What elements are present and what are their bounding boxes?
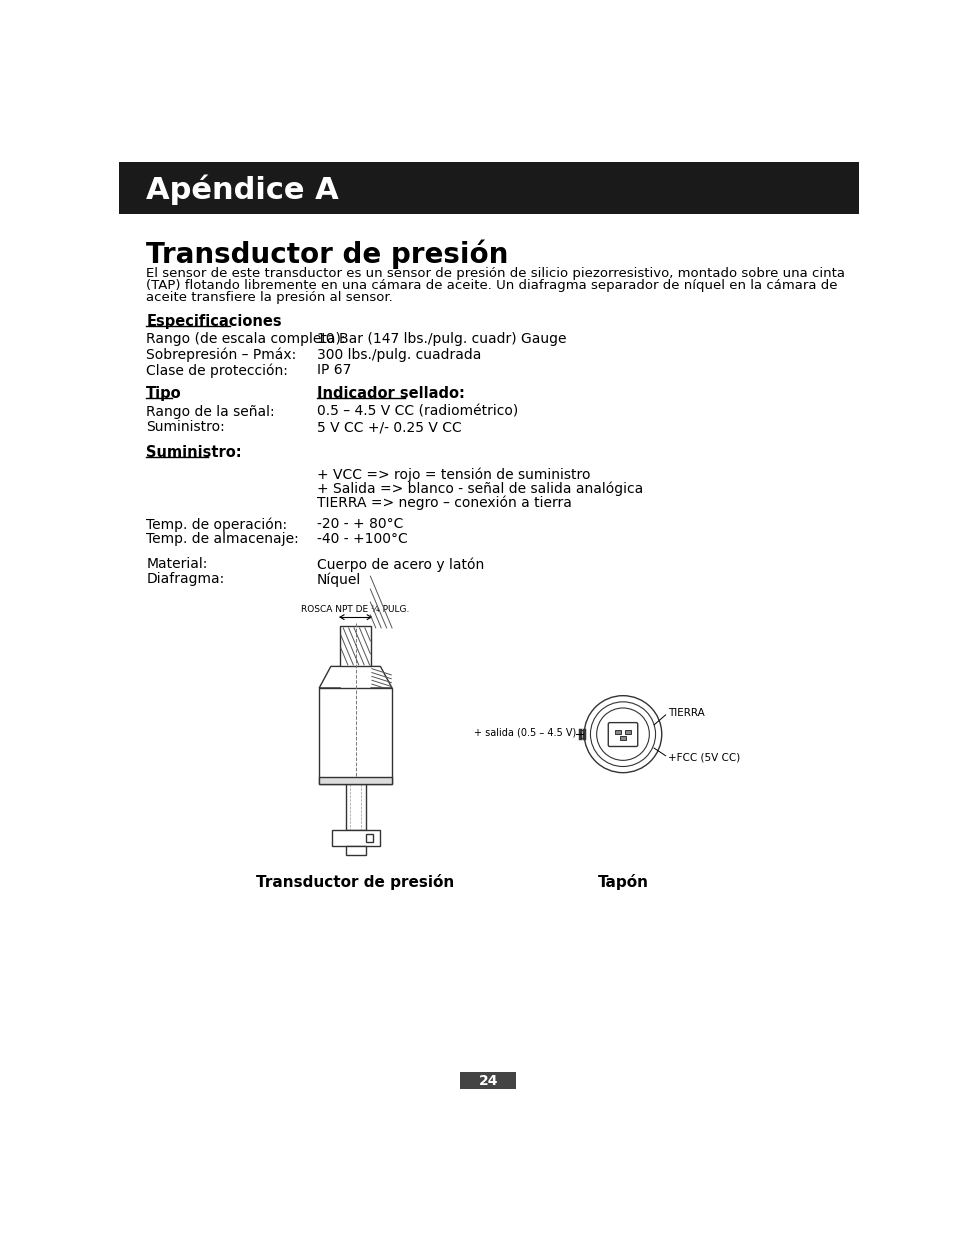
Text: Especificaciones: Especificaciones xyxy=(146,314,282,329)
Text: 24: 24 xyxy=(477,1073,497,1088)
Text: Diafragma:: Diafragma: xyxy=(146,573,224,587)
Bar xyxy=(332,830,379,846)
Text: -20 - + 80°C: -20 - + 80°C xyxy=(316,517,403,531)
Text: Transductor de presión: Transductor de presión xyxy=(256,874,455,890)
Text: Cuerpo de acero y latón: Cuerpo de acero y latón xyxy=(316,557,483,572)
Text: 5 V CC +/- 0.25 V CC: 5 V CC +/- 0.25 V CC xyxy=(316,420,461,433)
Bar xyxy=(319,688,392,784)
Bar xyxy=(319,777,392,784)
Text: Apéndice A: Apéndice A xyxy=(146,174,338,205)
Text: + salida (0.5 – 4.5 V): + salida (0.5 – 4.5 V) xyxy=(474,727,576,737)
Bar xyxy=(345,784,365,830)
Polygon shape xyxy=(371,667,392,688)
Bar xyxy=(340,626,371,667)
Text: Níquel: Níquel xyxy=(316,573,361,587)
Text: IP 67: IP 67 xyxy=(316,363,351,377)
Text: (TAP) flotando libremente en una cámara de aceite. Un diafragma separador de níq: (TAP) flotando libremente en una cámara … xyxy=(146,279,837,293)
Bar xyxy=(615,730,620,734)
Text: El sensor de este transductor es un sensor de presión de silicio piezorresistivo: El sensor de este transductor es un sens… xyxy=(146,267,844,280)
Text: + Salida => blanco - señal de salida analógica: + Salida => blanco - señal de salida ana… xyxy=(316,482,642,496)
Text: -40 - +100°C: -40 - +100°C xyxy=(316,532,407,546)
FancyBboxPatch shape xyxy=(608,722,637,746)
Bar xyxy=(365,834,373,842)
Text: Temp. de operación:: Temp. de operación: xyxy=(146,517,287,531)
Text: Indicador sellado:: Indicador sellado: xyxy=(316,387,464,401)
Text: Transductor de presión: Transductor de presión xyxy=(146,240,508,268)
Bar xyxy=(619,736,625,740)
Text: + VCC => rojo = tensión de suministro: + VCC => rojo = tensión de suministro xyxy=(316,468,590,482)
Text: 10 Bar (147 lbs./pulg. cuadr) Gauge: 10 Bar (147 lbs./pulg. cuadr) Gauge xyxy=(316,332,566,346)
Text: +FCC (5V CC): +FCC (5V CC) xyxy=(667,752,740,762)
Polygon shape xyxy=(319,667,340,688)
Text: Suministro:: Suministro: xyxy=(146,445,242,459)
Text: Rango de la señal:: Rango de la señal: xyxy=(146,405,274,419)
Text: Tapón: Tapón xyxy=(597,874,648,890)
Bar xyxy=(459,1072,516,1089)
Bar xyxy=(345,846,365,855)
Text: TIERRA => negro – conexión a tierra: TIERRA => negro – conexión a tierra xyxy=(316,495,571,510)
Text: Suministro:: Suministro: xyxy=(146,420,225,433)
Text: Temp. de almacenaje:: Temp. de almacenaje: xyxy=(146,532,299,546)
Text: aceite transfiere la presión al sensor.: aceite transfiere la presión al sensor. xyxy=(146,291,393,304)
Text: Rango (de escala completa):: Rango (de escala completa): xyxy=(146,332,346,346)
Text: 0.5 – 4.5 V CC (radiométrico): 0.5 – 4.5 V CC (radiométrico) xyxy=(316,405,517,419)
Text: TIERRA: TIERRA xyxy=(667,708,704,718)
Text: 300 lbs./pulg. cuadrada: 300 lbs./pulg. cuadrada xyxy=(316,347,480,362)
Text: Clase de protección:: Clase de protección: xyxy=(146,363,288,378)
Bar xyxy=(624,730,630,734)
Bar xyxy=(119,162,858,215)
Text: Tipo: Tipo xyxy=(146,387,182,401)
Text: Material:: Material: xyxy=(146,557,208,571)
Text: Sobrepresión – Pmáx:: Sobrepresión – Pmáx: xyxy=(146,347,296,362)
Text: ROSCA NPT DE ¼ PULG.: ROSCA NPT DE ¼ PULG. xyxy=(301,605,410,614)
